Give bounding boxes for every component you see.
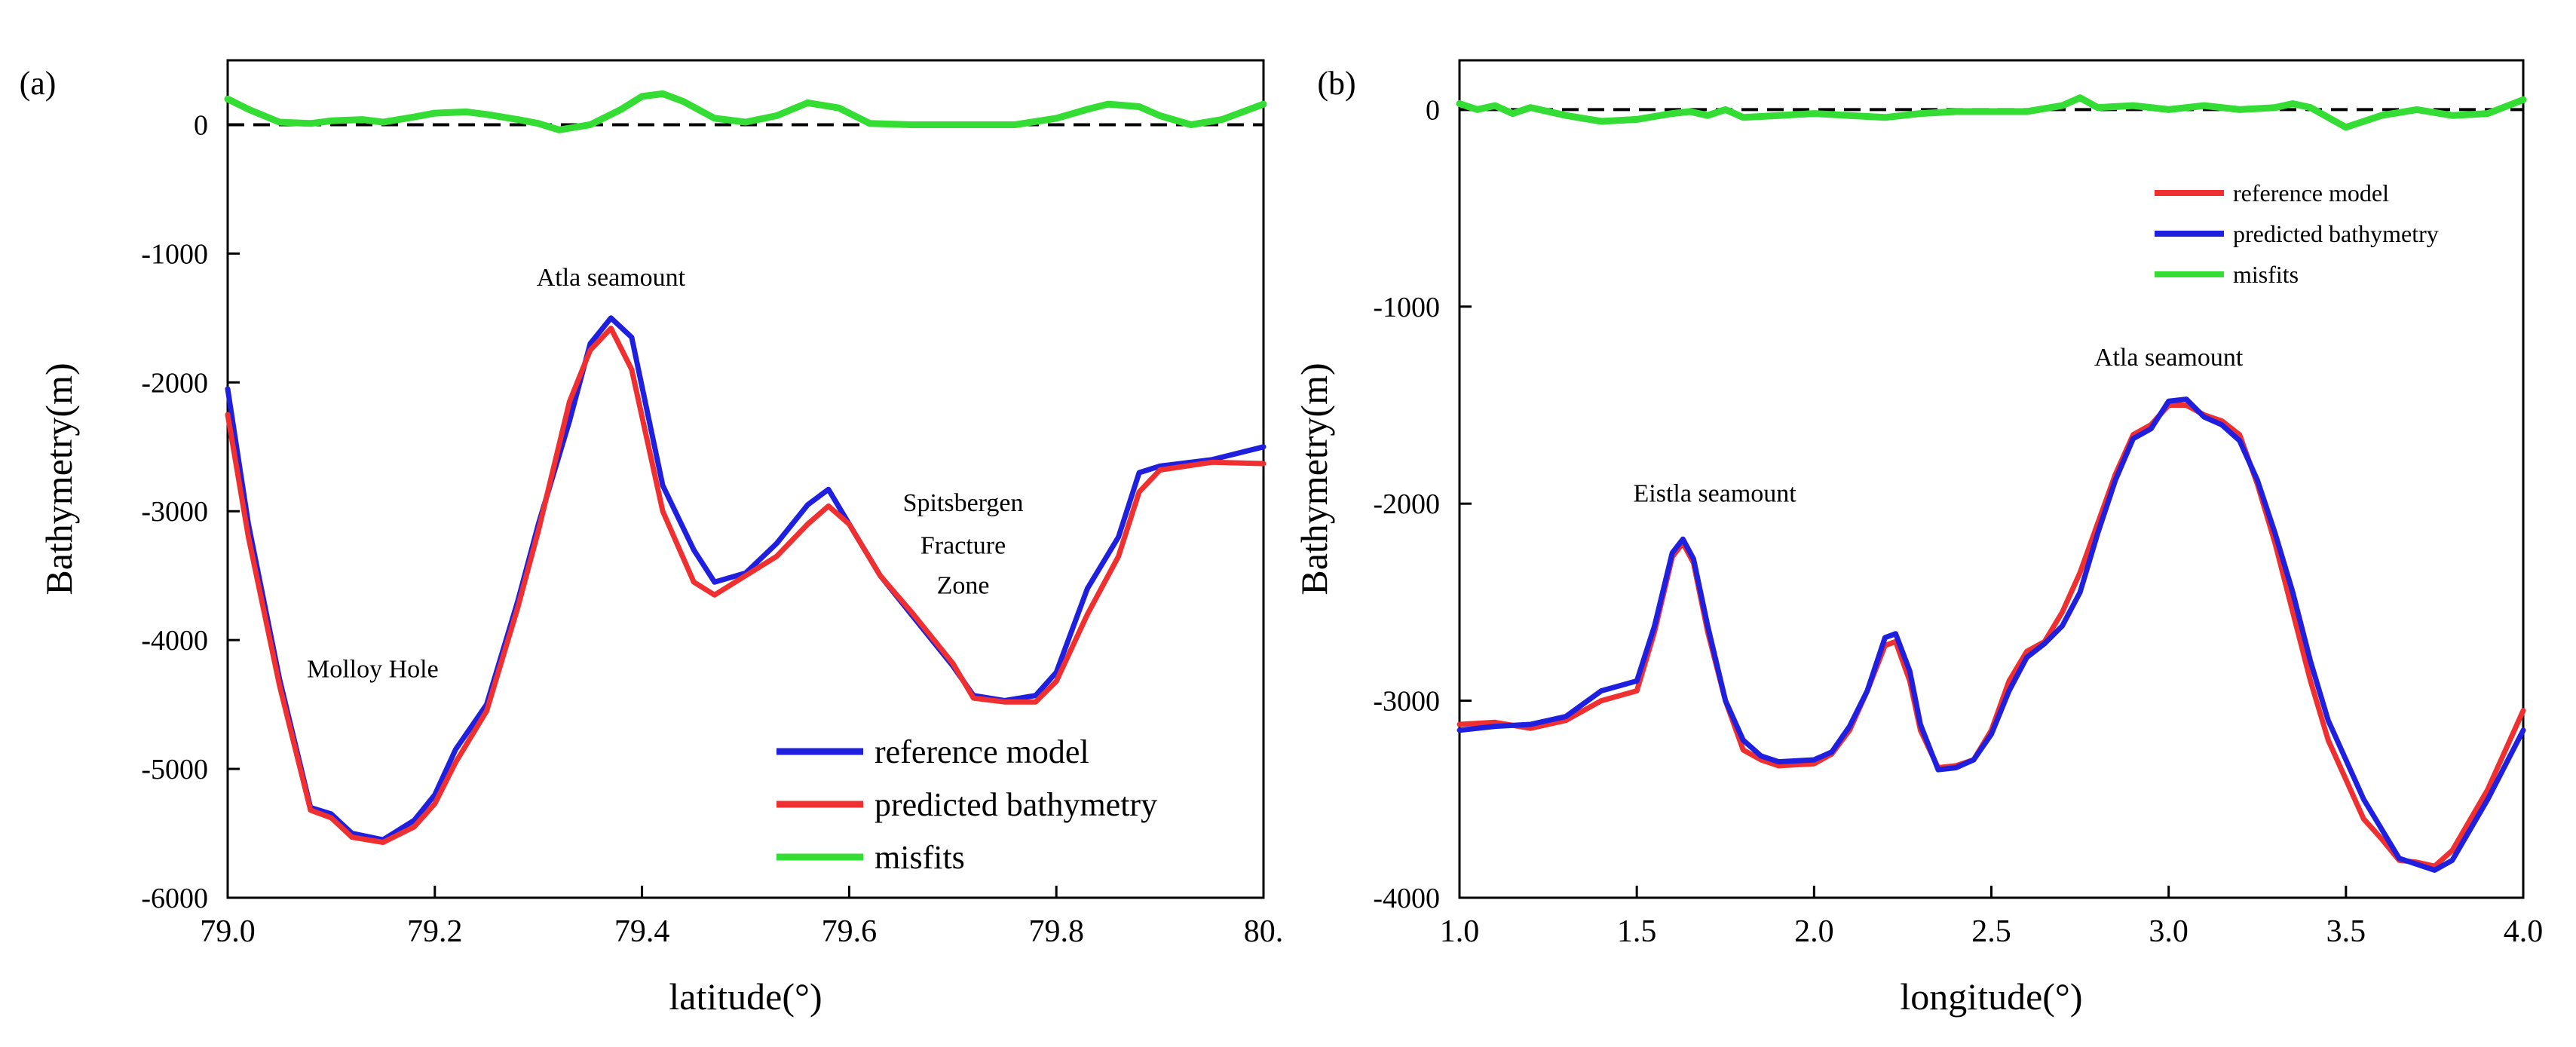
annotation-label: Zone bbox=[937, 572, 990, 600]
x-tick-label: 1.5 bbox=[1617, 914, 1657, 949]
x-tick-label: 79.2 bbox=[407, 914, 463, 949]
y-tick-label: 0 bbox=[194, 109, 208, 141]
x-tick-label: 79.4 bbox=[614, 914, 670, 949]
y-tick-label: -4000 bbox=[1373, 883, 1440, 914]
y-tick-label: -4000 bbox=[141, 625, 208, 657]
panel-label: (b) bbox=[1317, 65, 1355, 102]
x-tick-label: 3.0 bbox=[2149, 914, 2189, 949]
y-tick-label: -1000 bbox=[141, 238, 208, 270]
x-tick-label: 1.0 bbox=[1440, 914, 1480, 949]
x-axis-label: longitude(°) bbox=[1900, 975, 2082, 1018]
annotation-label: Eistla seamount bbox=[1634, 480, 1797, 508]
y-tick-label: 0 bbox=[1426, 94, 1440, 126]
x-tick-label: 79.6 bbox=[822, 914, 878, 949]
legend: reference model predicted bathymetry misfi… bbox=[2155, 179, 2439, 288]
x-axis-label: latitude(°) bbox=[669, 975, 822, 1018]
y-tick-label: -6000 bbox=[141, 883, 208, 914]
legend-label: reference model bbox=[874, 733, 1089, 770]
x-tick-label: 3.5 bbox=[2326, 914, 2366, 949]
annotation-label: Molloy Hole bbox=[307, 656, 439, 684]
series-line-predicted-bathymetry bbox=[1456, 396, 2526, 873]
x-tick-label: 2.0 bbox=[1794, 914, 1834, 949]
series-line-reference-model bbox=[225, 315, 1267, 843]
y-tick-label: -3000 bbox=[1373, 686, 1440, 718]
series-line-predicted-bathymetry bbox=[225, 326, 1267, 845]
y-tick-label: -1000 bbox=[1373, 292, 1440, 323]
series-line-misfits bbox=[224, 90, 1267, 133]
legend-label: misfits bbox=[874, 839, 965, 876]
annotation-label: Atla seamount bbox=[2094, 344, 2244, 372]
y-tick-label: -2000 bbox=[141, 367, 208, 399]
y-tick-label: -5000 bbox=[141, 754, 208, 785]
panel-label: (a) bbox=[20, 65, 57, 102]
legend-label: misfits bbox=[2233, 261, 2299, 288]
y-tick-label: -3000 bbox=[141, 496, 208, 528]
legend-label: predicted bathymetry bbox=[874, 786, 1157, 823]
annotation-label: Spitsbergen bbox=[903, 489, 1024, 517]
x-tick-label: 79.8 bbox=[1028, 914, 1084, 949]
series-line-misfits bbox=[1456, 94, 2527, 131]
plot-frame bbox=[226, 59, 1265, 899]
x-tick-label: 2.5 bbox=[1971, 914, 2011, 949]
legend-label: predicted bathymetry bbox=[2233, 220, 2439, 247]
annotation-label: Fracture bbox=[920, 532, 1006, 560]
x-tick-label: 4.0 bbox=[2504, 914, 2544, 949]
x-tick-label: 80. bbox=[1244, 914, 1284, 949]
y-tick-label: -2000 bbox=[1373, 488, 1440, 520]
chart-panel-a: (a) -6000 -5000 -4000 -3000 -2000 -1000 0 79.0 79… bbox=[20, 59, 1284, 1018]
annotation-label: Atla seamount bbox=[537, 264, 686, 292]
y-axis-label: Bathymetry(m) bbox=[1293, 363, 1335, 595]
legend-label: reference model bbox=[2233, 179, 2389, 207]
x-tick-label: 79.0 bbox=[200, 914, 256, 949]
chart-panel-b: (b) -4000 -3000 -2000 -1000 0 1.0 1.5 2.0 2.5 3.0 3… bbox=[1293, 59, 2544, 1018]
legend: reference model predicted bathymetry misfi… bbox=[776, 733, 1157, 876]
y-axis-label: Bathymetry(m) bbox=[38, 363, 80, 595]
